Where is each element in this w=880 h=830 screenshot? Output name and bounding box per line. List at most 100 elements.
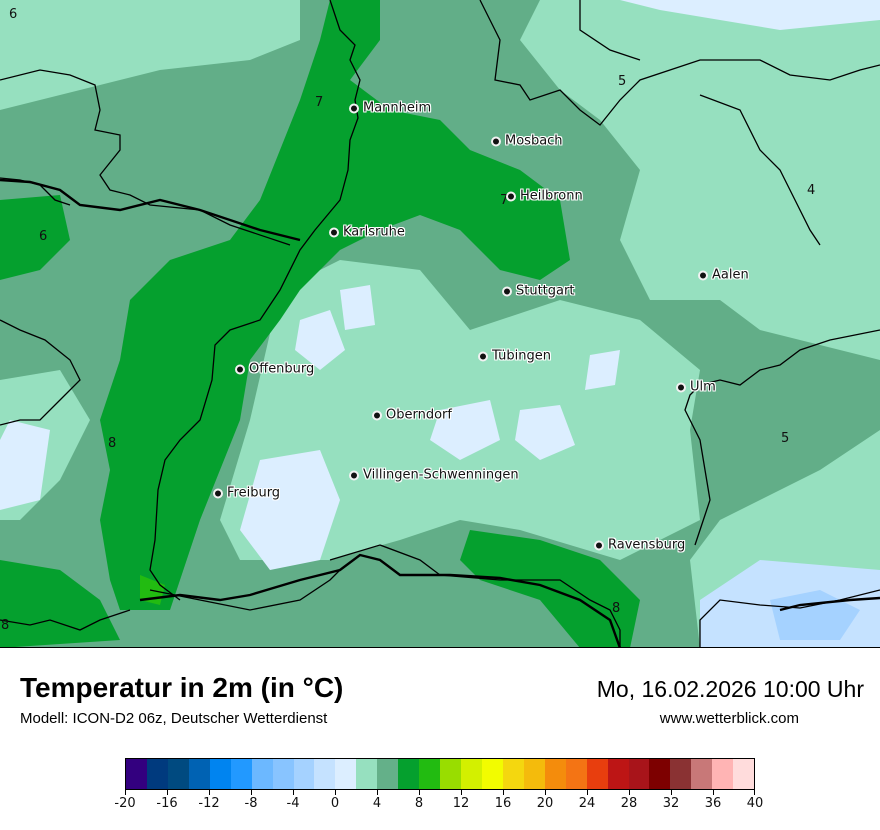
colorbar-tick — [377, 790, 378, 795]
colorbar-segment — [209, 759, 231, 789]
colorbar-tick — [629, 790, 630, 795]
colorbar-segment — [628, 759, 650, 789]
city-marker: Aalen — [698, 268, 749, 283]
city-marker: Tübingen — [478, 349, 551, 364]
colorbar-segment — [586, 759, 608, 789]
isotherm-label: 8 — [612, 601, 621, 616]
colorbar-tick — [587, 790, 588, 795]
colorbar-segment — [167, 759, 189, 789]
city-dot-icon — [349, 470, 359, 480]
colorbar-tick-label: 16 — [494, 796, 512, 811]
city-marker: Freiburg — [213, 486, 280, 501]
city-dot-icon — [478, 351, 488, 361]
city-marker: Offenburg — [235, 362, 314, 377]
city-name: Mannheim — [363, 100, 432, 116]
colorbar-segment — [502, 759, 524, 789]
city-dot-icon — [676, 382, 686, 392]
isotherm-label: 8 — [1, 618, 10, 633]
city-marker: Heilbronn — [506, 189, 583, 204]
model-source: Modell: ICON-D2 06z, Deutscher Wetterdie… — [20, 710, 328, 727]
city-dot-icon — [698, 270, 708, 280]
colorbar-tick-label: -16 — [156, 796, 178, 811]
city-dot-icon — [502, 286, 512, 296]
isotherm-label: 5 — [618, 74, 627, 89]
city-name: Tübingen — [492, 348, 551, 364]
colorbar-tick — [209, 790, 210, 795]
colorbar-tick — [335, 790, 336, 795]
isotherm-label: 7 — [500, 193, 509, 208]
city-dot-icon — [329, 227, 339, 237]
city-dot-icon — [213, 488, 223, 498]
colorbar-segment — [272, 759, 294, 789]
colorbar-tick-label: 12 — [452, 796, 470, 811]
colorbar-tick — [125, 790, 126, 795]
colorbar-tick — [251, 790, 252, 795]
city-dot-icon — [594, 540, 604, 550]
isotherm-label: 6 — [9, 7, 18, 22]
city-dot-icon — [235, 364, 245, 374]
chart-title: Temperatur in 2m (in °C) — [20, 672, 344, 703]
city-name: Heilbronn — [520, 188, 583, 204]
colorbar-segment — [314, 759, 336, 789]
colorbar-tick — [419, 790, 420, 795]
colorbar-tick-label: -4 — [286, 796, 300, 811]
colorbar-tick-label: 36 — [704, 796, 722, 811]
colorbar-tick-label: -8 — [244, 796, 258, 811]
colorbar-tick — [754, 790, 755, 795]
city-marker: Oberndorf — [372, 408, 452, 423]
colorbar-segment — [607, 759, 629, 789]
colorbar-segment — [523, 759, 545, 789]
colorbar-segment — [126, 759, 147, 789]
colorbar-segment — [146, 759, 168, 789]
colorbar-tick — [713, 790, 714, 795]
colorbar-tick — [503, 790, 504, 795]
colorbar-segment — [565, 759, 587, 789]
isotherm-label: 5 — [781, 431, 790, 446]
colorbar-tick-label: 8 — [414, 796, 424, 811]
city-dot-icon — [491, 136, 501, 146]
colorbar-segment — [230, 759, 252, 789]
city-dot-icon — [506, 191, 516, 201]
colorbar-segment — [398, 759, 420, 789]
city-name: Mosbach — [505, 133, 563, 149]
city-name: Stuttgart — [516, 283, 575, 299]
website-link[interactable]: www.wetterblick.com — [659, 710, 799, 727]
colorbar-tick-label: 0 — [330, 796, 340, 811]
colorbar-segment — [293, 759, 315, 789]
colorbar-segment — [481, 759, 503, 789]
city-name: Oberndorf — [386, 407, 452, 423]
colorbar-segment — [188, 759, 210, 789]
colorbar-tick-label: -12 — [198, 796, 220, 811]
colorbar-tick-label: -20 — [114, 796, 136, 811]
colorbar-segment — [691, 759, 713, 789]
colorbar-tick-label: 24 — [578, 796, 596, 811]
colorbar-tick — [671, 790, 672, 795]
colorbar-segment — [712, 759, 734, 789]
colorbar-tick-label: 32 — [662, 796, 680, 811]
colorbar-tick — [545, 790, 546, 795]
colorbar-tick — [293, 790, 294, 795]
colorbar-tick-label: 40 — [746, 796, 764, 811]
city-name: Villingen-Schwenningen — [363, 467, 519, 483]
city-name: Offenburg — [249, 361, 315, 377]
colorbar-segment — [733, 759, 755, 789]
city-name: Ulm — [690, 379, 716, 395]
isotherm-label: 4 — [807, 183, 816, 198]
city-marker: Ravensburg — [594, 538, 685, 553]
isotherm-label: 6 — [39, 229, 48, 244]
temperature-map: 6 7 5 7 4 6 8 5 8 8 Mannheim Mosbach Heilbronn Karls… — [0, 0, 880, 648]
city-marker: Villingen-Schwenningen — [349, 468, 519, 483]
colorbar-segment — [649, 759, 671, 789]
city-marker: Mosbach — [491, 134, 563, 149]
colorbar-segment — [419, 759, 441, 789]
city-marker: Ulm — [676, 380, 716, 395]
temperature-colorbar — [125, 758, 755, 790]
colorbar-segment — [251, 759, 273, 789]
city-name: Aalen — [712, 267, 749, 283]
city-dot-icon — [372, 410, 382, 420]
colorbar-tick — [167, 790, 168, 795]
colorbar-tick-label: 20 — [536, 796, 554, 811]
city-name: Freiburg — [227, 485, 281, 501]
city-marker: Stuttgart — [502, 284, 574, 299]
city-dot-icon — [349, 103, 359, 113]
